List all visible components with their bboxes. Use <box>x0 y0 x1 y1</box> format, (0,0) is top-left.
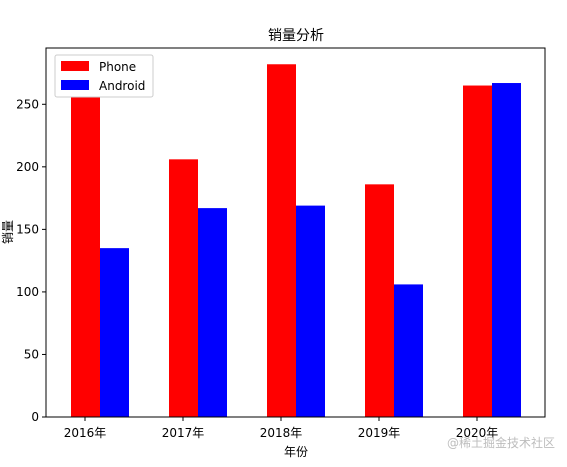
y-axis-label: 销量 <box>1 220 15 244</box>
y-tick-label-0: 0 <box>31 410 39 424</box>
chart-title: 销量分析 <box>268 28 324 44</box>
x-tick-label-4: 2020年 <box>456 426 499 440</box>
x-tick-label-1: 2017年 <box>162 426 205 440</box>
bar-phone-2 <box>267 64 296 417</box>
bar-android-2 <box>296 205 325 417</box>
legend-swatch-android <box>61 80 89 90</box>
bar-phone-4 <box>463 85 492 417</box>
bar-phone-1 <box>169 159 198 417</box>
x-axis: 2016年 2017年 2018年 2019年 2020年 <box>64 417 499 440</box>
y-tick-label-4: 200 <box>16 160 39 174</box>
bar-android-4 <box>492 83 521 417</box>
plot-frame <box>45 47 546 418</box>
bars-layer <box>71 64 521 417</box>
bar-android-0 <box>100 248 129 417</box>
legend-label-phone: Phone <box>99 60 136 74</box>
x-axis-label: 年份 <box>284 445 308 459</box>
y-axis: 0 50 100 150 200 250 <box>16 97 46 424</box>
x-tick-label-0: 2016年 <box>64 426 107 440</box>
y-tick-label-2: 100 <box>16 285 39 299</box>
y-tick-label-3: 150 <box>16 222 39 236</box>
x-tick-label-3: 2019年 <box>358 426 401 440</box>
watermark-text: @稀土掘金技术社区 <box>446 436 555 450</box>
bar-phone-0 <box>71 76 100 417</box>
y-tick-label-5: 250 <box>16 97 39 111</box>
bar-android-3 <box>394 284 423 417</box>
legend: Phone Android <box>54 54 154 98</box>
y-tick-label-1: 50 <box>24 347 39 361</box>
legend-label-android: Android <box>99 79 145 93</box>
legend-swatch-phone <box>61 61 89 71</box>
x-tick-label-2: 2018年 <box>260 426 303 440</box>
bar-android-1 <box>198 208 227 417</box>
bar-phone-3 <box>365 184 394 417</box>
